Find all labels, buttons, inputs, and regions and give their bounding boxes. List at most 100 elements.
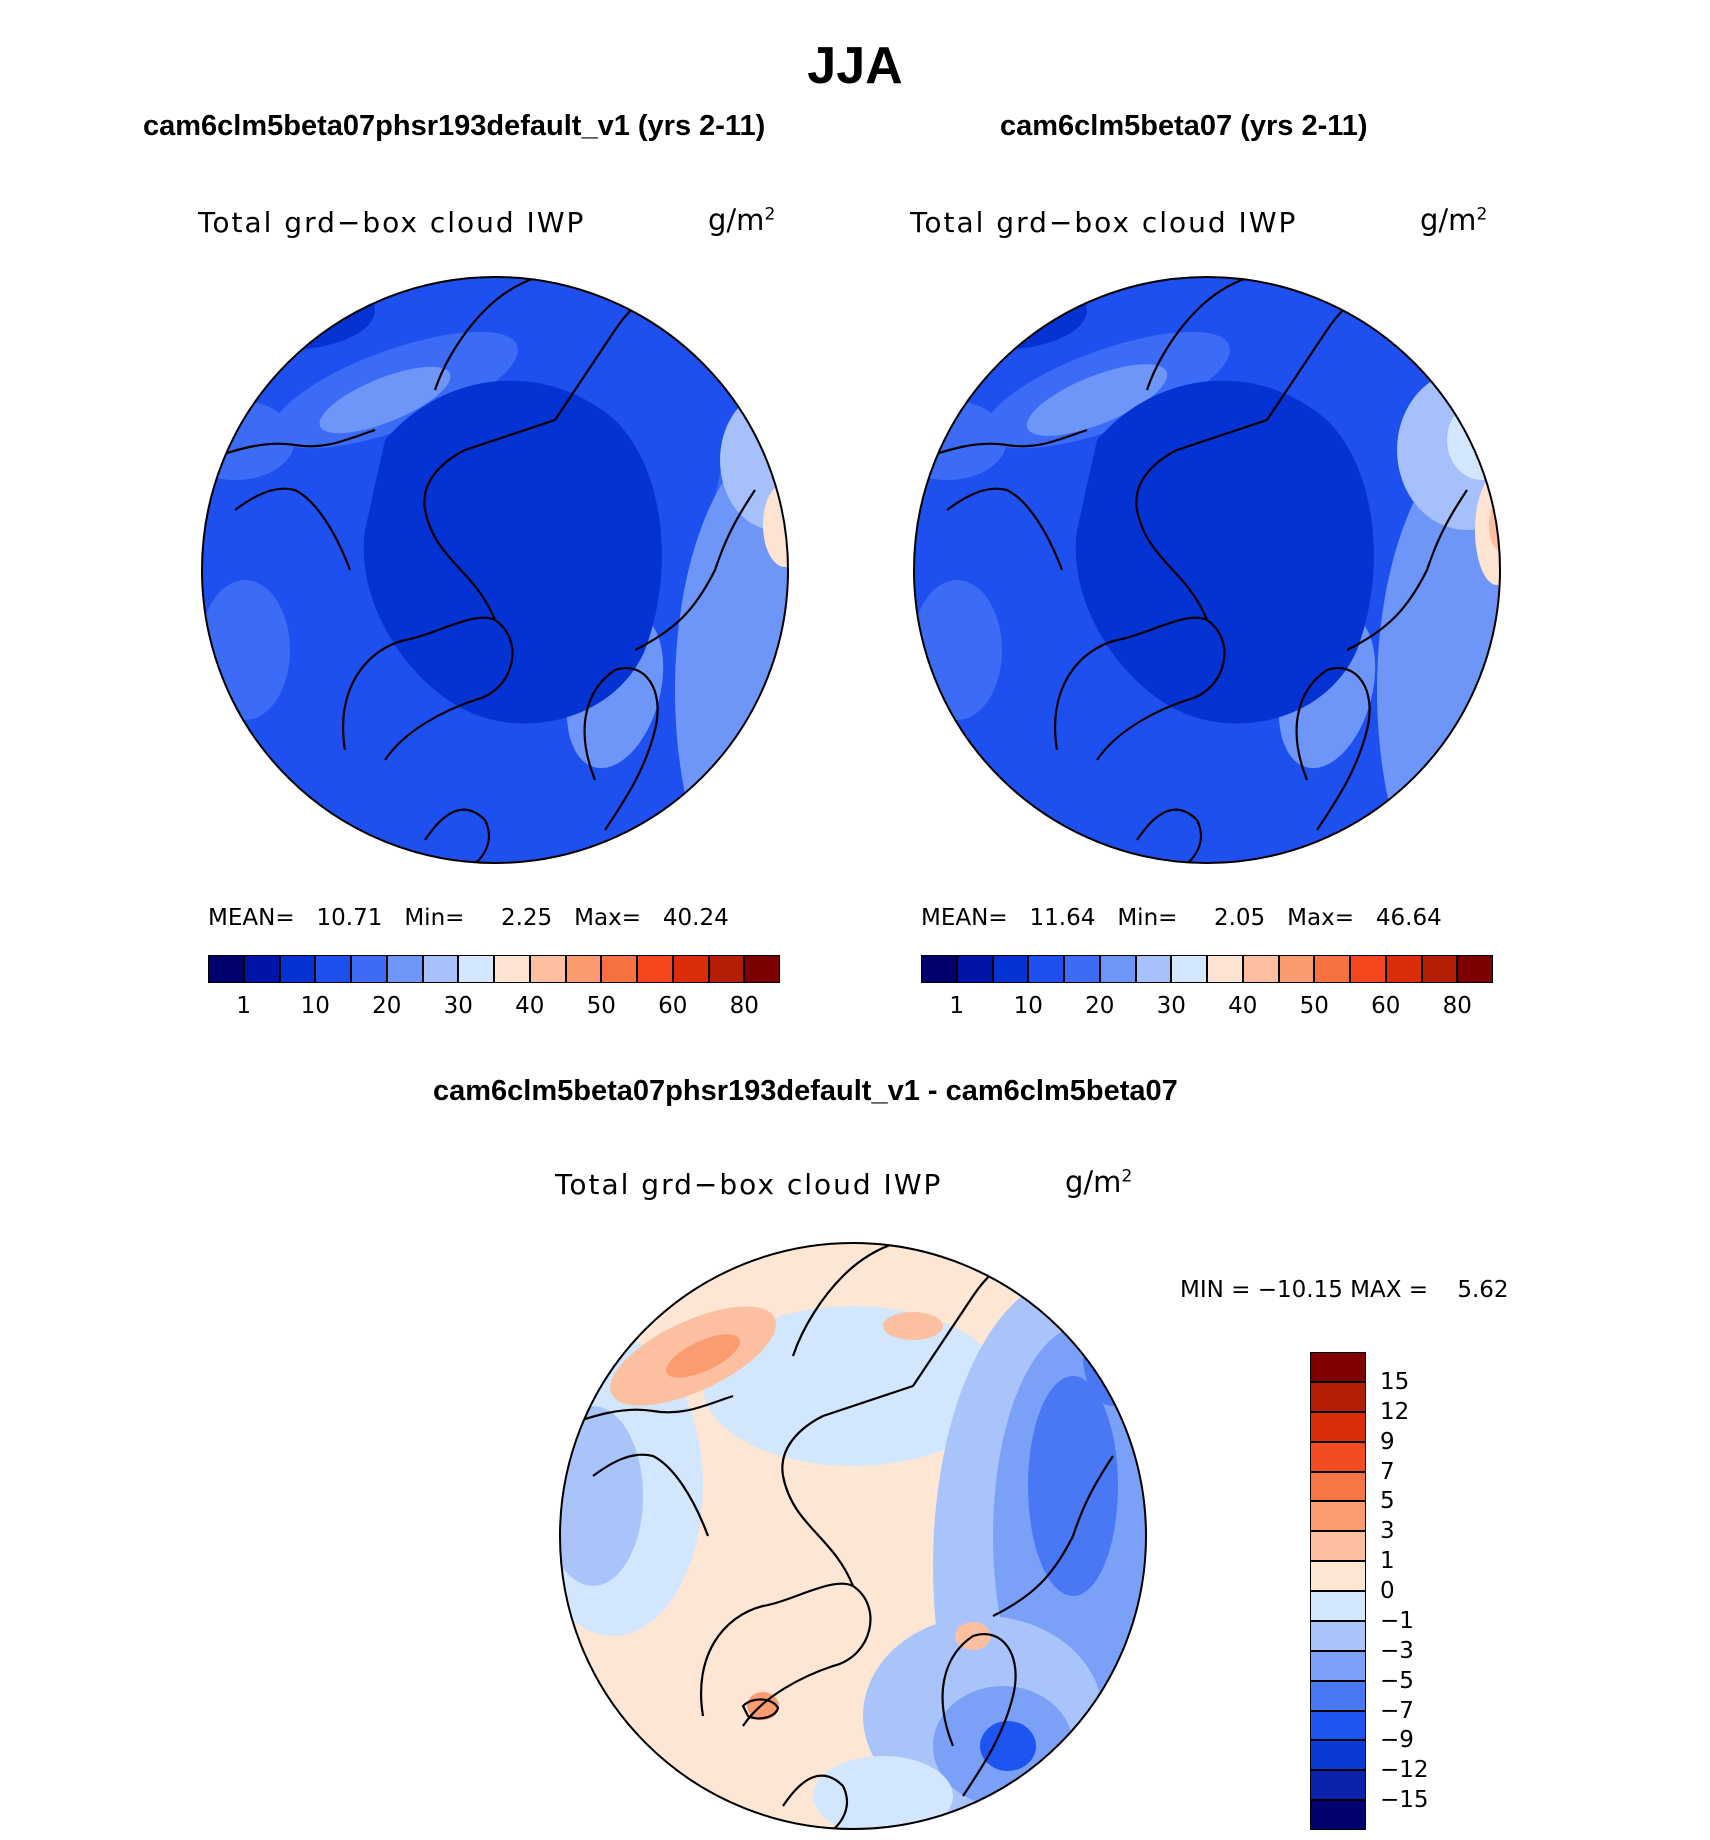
- diff-colorbar-swatch: [1310, 1680, 1366, 1711]
- diff-colorbar-swatch: [1310, 1411, 1366, 1442]
- diff-panel-polar-map: [559, 1242, 1147, 1830]
- diff-colorbar-tick-label: 3: [1380, 1518, 1395, 1545]
- panel-1-colorbar-tick-label: 30: [443, 993, 473, 1019]
- diff-panel-coastlines: [562, 1243, 1146, 1829]
- panel-2-max-label: Max=: [1287, 905, 1354, 931]
- panel-1-colorbar-swatch: [458, 955, 494, 983]
- panel-2-colorbar-tick-label: 1: [949, 993, 965, 1019]
- panel-2-variable-name: Total grd−box cloud IWP: [910, 206, 1298, 239]
- panel-1-colorbar-swatch: [279, 955, 316, 983]
- panel-2-colorbar-swatch: [992, 955, 1029, 983]
- diff-colorbar-swatch: [1310, 1471, 1366, 1502]
- panel-2-max-value: 46.64: [1375, 905, 1442, 931]
- diff-colorbar-swatch: [1310, 1740, 1366, 1771]
- diff-panel-colorbar: −15 −12 −9 −7 −5 −3 −1 0 1 3 5 7 9 12 15: [1310, 1352, 1429, 1830]
- diff-panel-units: g/m2: [1065, 1165, 1133, 1199]
- diff-colorbar-swatch: [1310, 1620, 1366, 1651]
- panel-2-colorbar-tick-label: 50: [1299, 993, 1329, 1019]
- panel-1-colorbar-swatch: [422, 955, 459, 983]
- panel-1-coastlines: [204, 277, 788, 863]
- panel-1-colorbar-swatch: [243, 955, 280, 983]
- diff-colorbar-tick-label: 9: [1380, 1428, 1395, 1455]
- diff-panel-min-max: MIN = −10.15 MAX = 5.62: [1180, 1277, 1509, 1303]
- panel-1-colorbar: 1 10 20 30 40 50 60 80: [208, 955, 780, 1019]
- panel-2-colorbar-swatch: [1350, 955, 1386, 983]
- diff-colorbar-tick-label: 5: [1380, 1488, 1395, 1515]
- panel-1-colorbar-swatch: [565, 955, 602, 983]
- panel-1-colorbar-swatch: [744, 955, 780, 983]
- figure-title: JJA: [807, 37, 903, 95]
- panel-1-colorbar-swatch: [351, 955, 387, 983]
- panel-1-colorbar-tick-label: 1: [236, 993, 252, 1019]
- diff-colorbar-swatch: [1310, 1591, 1366, 1621]
- diff-colorbar-swatch: [1310, 1561, 1366, 1591]
- diff-colorbar-tick-label: 0: [1380, 1578, 1395, 1604]
- diff-colorbar-tick-label: −12: [1380, 1757, 1429, 1784]
- panel-2-colorbar-tick-label: 80: [1442, 993, 1472, 1019]
- diff-colorbar-tick-label: −7: [1380, 1697, 1414, 1724]
- panel-1-colorbar-swatch: [315, 955, 351, 983]
- diff-colorbar-swatch: [1310, 1531, 1366, 1562]
- panel-1-min-label: Min=: [404, 905, 465, 931]
- diff-colorbar-tick-label: −3: [1380, 1637, 1414, 1664]
- panel-1-max-value: 40.24: [662, 905, 729, 931]
- panel-1-stats: MEAN= 10.71 Min= 2.25 Max= 40.24: [208, 905, 729, 931]
- panel-2-map-border: [913, 276, 1501, 864]
- panel-2-colorbar-swatch: [1278, 955, 1315, 983]
- panel-1-colorbar-swatch: [637, 955, 673, 983]
- panel-2-colorbar-swatch: [1135, 955, 1172, 983]
- panel-1-variable-name: Total grd−box cloud IWP: [198, 206, 586, 239]
- panel-2-colorbar-swatch: [1421, 955, 1458, 983]
- panel-2-colorbar-swatch: [1457, 955, 1493, 983]
- diff-colorbar-tick-label: 1: [1380, 1548, 1395, 1575]
- panel-1-colorbar-tick-label: 20: [372, 993, 402, 1019]
- panel-1-polar-map: [201, 276, 789, 864]
- diff-colorbar-swatch: [1310, 1710, 1366, 1741]
- diff-colorbar-tick-label: −15: [1380, 1787, 1429, 1814]
- diff-colorbar-tick-label: −1: [1380, 1607, 1414, 1634]
- panel-2-mean-label: MEAN=: [921, 905, 1008, 931]
- panel-2-colorbar-swatch: [1314, 955, 1350, 983]
- panel-1-arctic-core: [363, 380, 662, 724]
- panel-1-colorbar-tick-label: 50: [586, 993, 616, 1019]
- panel-2-arctic-core: [1075, 380, 1374, 724]
- panel-2-colorbar-swatch: [921, 955, 957, 983]
- panel-2-min-value: 2.05: [1213, 905, 1266, 931]
- diff-colorbar-swatch: [1310, 1800, 1366, 1830]
- panel-2-colorbar-swatch: [1242, 955, 1279, 983]
- panel-1-colorbar-swatch: [386, 955, 423, 983]
- diff-panel-title: cam6clm5beta07phsr193default_v1 - cam6cl…: [433, 1075, 1178, 1107]
- panel-2-min-label: Min=: [1117, 905, 1178, 931]
- diff-colorbar-swatch: [1310, 1770, 1366, 1801]
- panel-2-polar-map: [913, 276, 1501, 864]
- diff-colorbar-tick-label: −9: [1380, 1727, 1414, 1754]
- panel-2-title: cam6clm5beta07 (yrs 2-11): [1000, 110, 1368, 142]
- panel-2-colorbar: 1 10 20 30 40 50 60 80: [921, 955, 1493, 1019]
- panel-2-colorbar-swatch: [1207, 955, 1243, 983]
- panel-1-max-label: Max=: [574, 905, 641, 931]
- panel-1-colorbar-tick-label: 60: [658, 993, 688, 1019]
- diff-panel-map-border: [559, 1242, 1147, 1830]
- diff-colorbar-swatch: [1310, 1501, 1366, 1532]
- panel-2-colorbar-tick-label: 10: [1013, 993, 1043, 1019]
- panel-2-colorbar-swatch: [1385, 955, 1422, 983]
- diff-colorbar-swatch: [1310, 1381, 1366, 1412]
- diff-colorbar-swatch: [1310, 1650, 1366, 1681]
- panel-1-colorbar-tick-label: 80: [729, 993, 759, 1019]
- panel-2-colorbar-tick-label: 60: [1371, 993, 1401, 1019]
- panel-1-units: g/m2: [708, 203, 776, 237]
- diff-colorbar-tick-label: 15: [1380, 1368, 1410, 1395]
- panel-1-colorbar-swatch: [672, 955, 709, 983]
- diff-colorbar-tick-label: 7: [1380, 1458, 1395, 1485]
- panel-1-title: cam6clm5beta07phsr193default_v1 (yrs 2-1…: [143, 110, 766, 142]
- panel-2-stats: MEAN= 11.64 Min= 2.05 Max= 46.64: [921, 905, 1442, 931]
- diff-colorbar-tick-label: 12: [1380, 1398, 1410, 1425]
- panel-2-colorbar-swatch: [1099, 955, 1136, 983]
- diff-panel-variable-name: Total grd−box cloud IWP: [555, 1168, 943, 1201]
- panel-1-colorbar-tick-label: 10: [300, 993, 330, 1019]
- panel-2-colorbar-tick-label: 30: [1156, 993, 1186, 1019]
- panel-2-colorbar-swatch: [956, 955, 993, 983]
- diff-colorbar-swatch: [1310, 1441, 1366, 1472]
- panel-1-colorbar-swatch: [601, 955, 637, 983]
- panel-1-mean-label: MEAN=: [208, 905, 295, 931]
